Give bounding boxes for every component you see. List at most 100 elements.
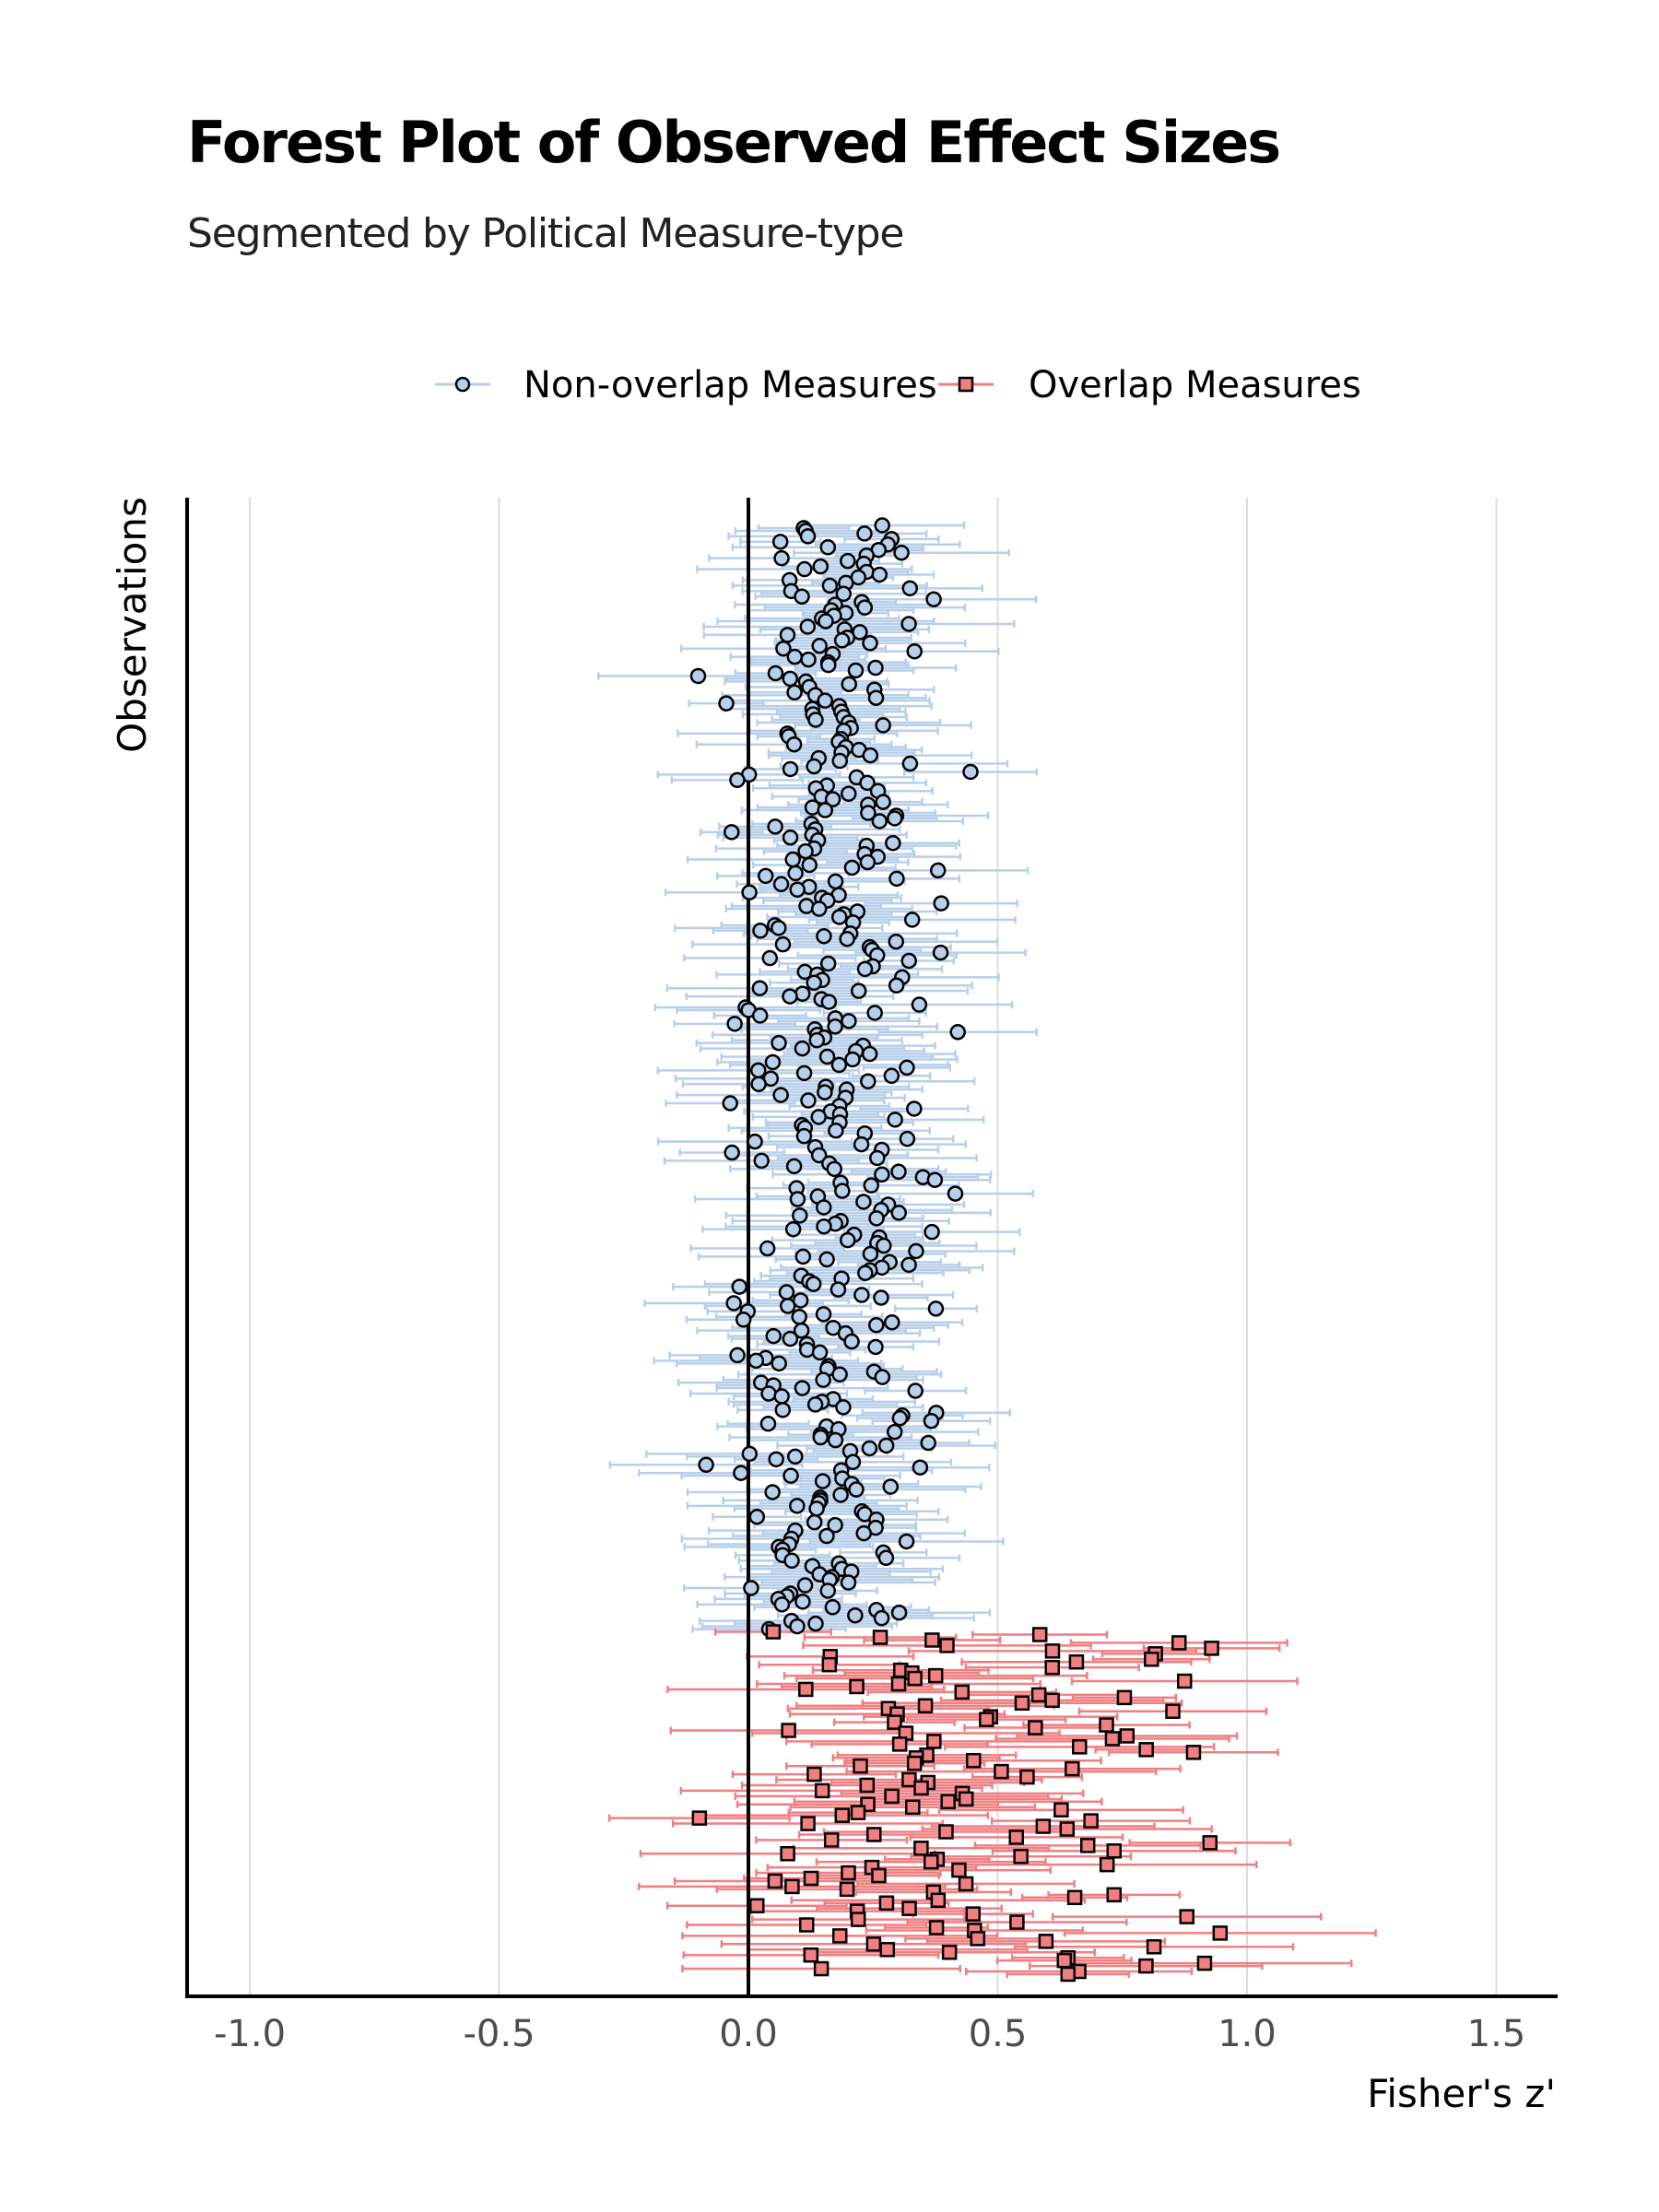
point-overlap xyxy=(1138,1958,1154,1974)
point-non-overlap xyxy=(841,1013,857,1030)
point-non-overlap xyxy=(847,662,865,679)
point-overlap xyxy=(1116,1689,1133,1706)
point-non-overlap xyxy=(912,1459,929,1476)
point-non-overlap xyxy=(775,640,792,657)
point-non-overlap xyxy=(729,771,746,789)
point-non-overlap xyxy=(747,1352,765,1370)
point-overlap xyxy=(926,1734,942,1749)
point-overlap xyxy=(917,1698,934,1714)
point-non-overlap xyxy=(856,525,873,542)
point-non-overlap xyxy=(771,920,787,936)
point-non-overlap xyxy=(841,676,857,693)
point-overlap xyxy=(831,1928,848,1944)
point-non-overlap xyxy=(856,960,874,978)
point-non-overlap xyxy=(764,1484,781,1500)
point-non-overlap xyxy=(819,955,837,972)
point-overlap xyxy=(749,1898,765,1913)
point-non-overlap xyxy=(759,1240,776,1257)
point-non-overlap xyxy=(747,1133,763,1150)
point-non-overlap xyxy=(729,1347,746,1364)
point-non-overlap xyxy=(760,1385,777,1402)
point-overlap xyxy=(806,1766,822,1783)
point-overlap xyxy=(906,1755,923,1771)
point-non-overlap xyxy=(873,1609,890,1627)
legend: Non-overlap Measures Overlap Measures xyxy=(435,364,1361,406)
x-tick-label: 1.5 xyxy=(1467,2013,1526,2055)
point-non-overlap xyxy=(818,1527,835,1545)
point-non-overlap xyxy=(757,867,774,885)
point-non-overlap xyxy=(848,1481,865,1498)
point-overlap xyxy=(803,1870,819,1887)
point-overlap xyxy=(1146,1939,1162,1955)
point-non-overlap xyxy=(868,1210,885,1227)
point-non-overlap xyxy=(900,1256,917,1274)
point-overlap xyxy=(979,1712,994,1727)
point-non-overlap xyxy=(785,1158,803,1175)
point-non-overlap xyxy=(925,591,942,607)
point-overlap xyxy=(939,1638,955,1653)
point-overlap xyxy=(865,1936,882,1952)
point-non-overlap xyxy=(782,830,799,846)
point-non-overlap xyxy=(782,1330,799,1347)
point-non-overlap xyxy=(856,599,874,616)
point-non-overlap xyxy=(811,638,828,654)
point-overlap xyxy=(927,1667,944,1684)
point-overlap xyxy=(813,1960,830,1977)
point-overlap xyxy=(1176,1673,1193,1689)
point-non-overlap xyxy=(787,865,804,882)
point-non-overlap xyxy=(927,1300,945,1317)
point-non-overlap xyxy=(844,1453,862,1471)
point-overlap xyxy=(970,1931,986,1947)
point-non-overlap xyxy=(806,974,822,992)
point-non-overlap xyxy=(794,1380,811,1396)
x-tick-label: 0.5 xyxy=(969,2013,1028,2055)
point-non-overlap xyxy=(796,1577,814,1594)
point-overlap xyxy=(866,1827,882,1842)
point-non-overlap xyxy=(901,755,919,772)
point-overlap xyxy=(1119,1728,1135,1744)
point-overlap xyxy=(923,1853,939,1870)
point-overlap xyxy=(1185,1745,1202,1760)
point-overlap xyxy=(823,1832,840,1848)
point-non-overlap xyxy=(824,791,841,807)
point-non-overlap xyxy=(873,1289,889,1306)
point-non-overlap xyxy=(787,1448,804,1465)
point-non-overlap xyxy=(759,1415,777,1432)
point-non-overlap xyxy=(867,1338,884,1356)
point-non-overlap xyxy=(855,1524,872,1542)
point-non-overlap xyxy=(871,566,888,583)
point-overlap xyxy=(938,1824,954,1840)
x-axis-title: Fisher's z' xyxy=(1367,2071,1556,2116)
point-non-overlap xyxy=(795,1127,813,1145)
point-non-overlap xyxy=(796,560,813,578)
point-non-overlap xyxy=(794,1248,812,1265)
point-non-overlap xyxy=(817,1084,833,1100)
x-tick-label: 1.0 xyxy=(1218,2013,1277,2055)
x-tick-label: -0.5 xyxy=(463,2013,535,2055)
point-non-overlap xyxy=(840,552,856,570)
point-non-overlap xyxy=(888,933,905,950)
point-non-overlap xyxy=(792,1292,809,1309)
point-non-overlap xyxy=(907,1382,924,1399)
point-non-overlap xyxy=(741,1445,759,1463)
point-overlap xyxy=(1212,1925,1229,1941)
point-overlap xyxy=(872,1630,888,1645)
point-overlap xyxy=(1038,1934,1054,1949)
point-overlap xyxy=(1165,1703,1181,1719)
point-non-overlap xyxy=(782,988,798,1005)
point-overlap xyxy=(1059,1821,1076,1837)
point-non-overlap xyxy=(786,684,803,701)
point-non-overlap xyxy=(877,1437,895,1454)
legend-key-overlap xyxy=(958,376,974,393)
point-non-overlap xyxy=(749,1062,767,1079)
point-non-overlap xyxy=(784,1220,802,1238)
legend-label-non-overlap: Non-overlap Measures xyxy=(524,364,937,406)
point-non-overlap xyxy=(722,1095,739,1112)
point-non-overlap xyxy=(867,689,885,706)
point-non-overlap xyxy=(779,1298,796,1314)
point-non-overlap xyxy=(883,1067,900,1085)
point-non-overlap xyxy=(920,1434,936,1452)
point-non-overlap xyxy=(767,665,784,682)
x-tick-labels: -1.0 -0.5 0.0 0.5 1.0 1.5 xyxy=(214,2013,1525,2055)
point-non-overlap xyxy=(862,747,879,764)
